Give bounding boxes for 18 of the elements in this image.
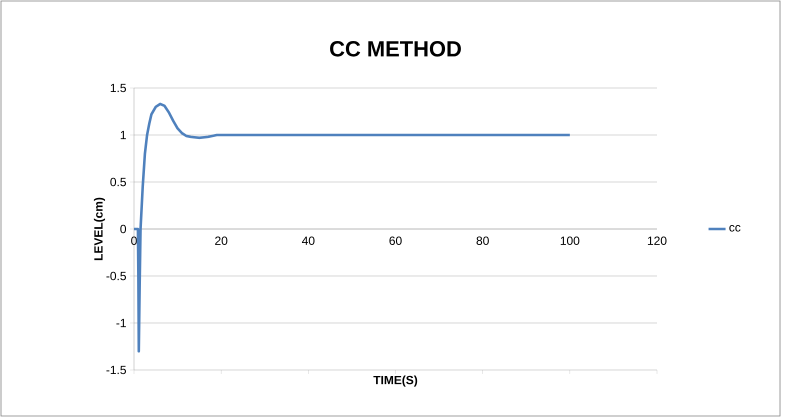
x-tick-label: 20 [215, 236, 228, 245]
y-tick-label: 0 [120, 224, 126, 234]
y-tick-label: 0.5 [110, 178, 126, 186]
y-tick-label: -1.5 [106, 366, 126, 374]
x-axis-title: TIME(S) [373, 376, 418, 387]
y-axis-title: LEVEL(cm) [94, 198, 106, 260]
legend-label: cc [729, 225, 740, 232]
y-tick-label: 1 [120, 130, 126, 140]
x-tick-label: 40 [302, 236, 315, 245]
y-tick-label: 1.5 [110, 84, 126, 92]
y-tick-label: -1 [116, 318, 126, 328]
x-tick-label: 120 [648, 236, 667, 245]
y-tick-label: -0.5 [106, 272, 126, 280]
x-tick-label: 100 [560, 236, 580, 245]
x-tick-label: 80 [476, 236, 489, 245]
x-tick-label: 0 [131, 236, 137, 245]
x-tick-label: 60 [389, 236, 402, 245]
chart-title: CC METHOD [330, 41, 461, 57]
